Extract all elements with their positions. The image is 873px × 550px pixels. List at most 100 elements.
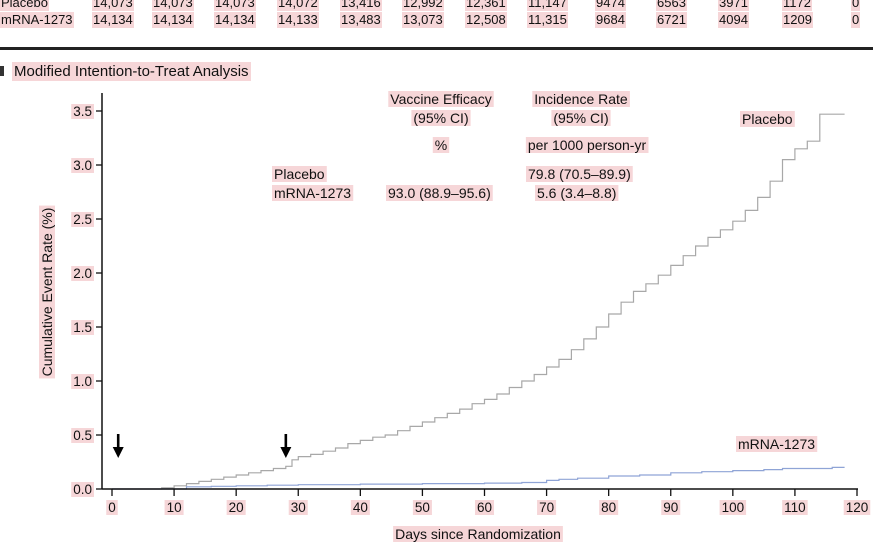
risk-cell: 9474 <box>595 0 626 11</box>
text-highlight <box>71 374 94 389</box>
text-highlight <box>386 185 493 201</box>
series-label-mrna-1273: mRNA-1273 <box>738 436 815 452</box>
x-tick-label: 70 <box>539 500 554 515</box>
ticks: 0.0 0.5 1.0 1.5 2.0 2.5 3.0 3.5 0 10 20 30 40 50 60 70 8… <box>73 104 868 515</box>
text-highlight <box>661 500 681 515</box>
risk-cell: 1172 <box>782 0 812 11</box>
y-tick-label: 1.0 <box>73 374 92 389</box>
text-highlight <box>537 500 557 515</box>
risk-cell: 14,072 <box>277 0 319 11</box>
text-highlight <box>71 320 94 335</box>
risk-row-mrna-1273: mRNA-1273 14,134 14,134 14,134 14,133 13… <box>0 12 873 28</box>
stats-row-label-placebo: Placebo <box>274 166 325 182</box>
incidence-unit: per 1000 person-yr <box>528 137 647 153</box>
text-highlight <box>272 185 354 201</box>
y-tick-label: 0.0 <box>73 482 92 497</box>
risk-cell: 14,073 <box>152 0 194 11</box>
stats-incidence-mrna-1273: 5.6 (3.4–8.8) <box>537 185 616 201</box>
series-line <box>112 113 845 490</box>
text-highlight <box>288 500 308 515</box>
risk-cell: 6721 <box>656 12 687 28</box>
y-axis-title: Cumulative Event Rate (%) <box>39 208 55 377</box>
risk-cell: 12,992 <box>402 0 444 11</box>
efficacy-unit: % <box>435 137 447 153</box>
text-highlights <box>39 91 871 542</box>
risk-row-label: mRNA-1273 <box>0 12 74 28</box>
stats-row-label-mrna-1273: mRNA-1273 <box>274 185 351 201</box>
x-tick-label: 60 <box>477 500 492 515</box>
risk-cell: 13,416 <box>340 0 382 11</box>
x-tick-label: 80 <box>601 500 616 515</box>
y-tick-label: 3.5 <box>73 104 92 119</box>
text-highlight <box>393 526 563 542</box>
text-highlight <box>843 500 871 515</box>
text-highlight <box>525 137 649 153</box>
text-highlight <box>71 428 94 443</box>
text-highlight <box>71 104 94 119</box>
x-tick-label: 110 <box>784 500 806 515</box>
axes <box>101 93 858 490</box>
y-tick-label: 1.5 <box>73 320 92 335</box>
series-line <box>112 466 845 490</box>
risk-cell: 9684 <box>595 12 626 28</box>
risk-cell: 12,508 <box>465 12 507 28</box>
x-tick-label: 20 <box>229 500 244 515</box>
risk-cell: 14,073 <box>92 0 134 11</box>
dose-arrow-head <box>112 447 124 458</box>
risk-cell: 14,133 <box>277 12 319 28</box>
text-highlight <box>350 500 370 515</box>
risk-cell: 11,147 <box>527 0 568 11</box>
risk-cell: 13,073 <box>402 12 444 28</box>
stats-efficacy-mrna-1273: 93.0 (88.9–95.6) <box>388 185 491 201</box>
x-tick-label: 0 <box>108 500 116 515</box>
text-highlight <box>272 166 327 182</box>
text-highlight <box>39 205 55 379</box>
series-lines <box>112 113 845 490</box>
text-highlight <box>526 166 633 182</box>
text-highlight <box>411 110 471 126</box>
y-tick-label: 2.5 <box>73 212 92 227</box>
panel-marker <box>0 66 4 76</box>
risk-cell: 14,134 <box>152 12 194 28</box>
x-tick-label: 120 <box>846 500 869 515</box>
y-tick-label: 3.0 <box>73 158 92 173</box>
text-highlight <box>740 111 795 127</box>
text-highlight <box>71 158 94 173</box>
risk-cell: 14,134 <box>214 12 256 28</box>
text-highlight <box>71 212 94 227</box>
text-highlight <box>599 500 619 515</box>
x-tick-label: 10 <box>167 500 182 515</box>
text-highlight <box>736 436 818 452</box>
text-highlight <box>412 500 432 515</box>
risk-cell: 13,483 <box>340 12 382 28</box>
series-label-placebo: Placebo <box>742 111 793 127</box>
text-highlight <box>782 500 808 515</box>
x-tick-label: 50 <box>415 500 430 515</box>
risk-cell: 11,315 <box>527 12 568 28</box>
risk-cell: 0 <box>851 0 861 11</box>
risk-table: Placebo 14,073 14,073 14,073 14,072 13,4… <box>0 0 873 34</box>
stats-incidence-placebo: 79.8 (70.5–89.9) <box>528 166 631 182</box>
efficacy-header-line2: (95% CI) <box>413 110 468 126</box>
risk-cell: 14,073 <box>214 0 256 11</box>
text-highlight <box>719 500 747 515</box>
incidence-header-line2: (95% CI) <box>553 110 608 126</box>
text-highlight <box>535 185 619 201</box>
x-axis-title: Days since Randomization <box>395 526 561 542</box>
text-highlight <box>71 266 94 281</box>
text-highlight <box>226 500 246 515</box>
text-highlight <box>532 91 630 107</box>
panel-divider <box>0 47 873 50</box>
risk-cell: 4094 <box>718 12 749 28</box>
dose-arrow-head <box>280 447 292 458</box>
risk-cell: 14,134 <box>92 12 134 28</box>
text-highlight <box>432 137 450 153</box>
risk-cell: 3971 <box>718 0 749 11</box>
risk-cell: 0 <box>851 12 861 28</box>
y-tick-label: 2.0 <box>73 266 92 281</box>
text-highlight <box>164 500 184 515</box>
x-tick-label: 90 <box>663 500 678 515</box>
arrows <box>112 434 292 458</box>
x-tick-label: 30 <box>291 500 306 515</box>
risk-cell: 6563 <box>656 0 687 11</box>
